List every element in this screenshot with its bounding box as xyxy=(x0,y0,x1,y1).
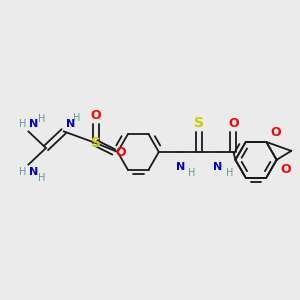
Text: H: H xyxy=(226,168,233,178)
Text: N: N xyxy=(213,162,222,172)
Text: H: H xyxy=(19,167,26,177)
Text: H: H xyxy=(38,172,46,183)
Text: O: O xyxy=(228,117,239,130)
Text: N: N xyxy=(176,162,185,172)
Text: S: S xyxy=(194,116,204,130)
Text: S: S xyxy=(91,136,101,150)
Text: O: O xyxy=(270,126,281,139)
Text: N: N xyxy=(29,167,38,177)
Text: H: H xyxy=(38,113,46,124)
Text: O: O xyxy=(280,163,291,176)
Text: N: N xyxy=(66,119,75,129)
Text: N: N xyxy=(29,119,38,129)
Text: O: O xyxy=(91,109,101,122)
Text: O: O xyxy=(116,146,126,159)
Text: H: H xyxy=(188,168,196,178)
Text: H: H xyxy=(19,119,26,129)
Text: H: H xyxy=(74,112,81,122)
